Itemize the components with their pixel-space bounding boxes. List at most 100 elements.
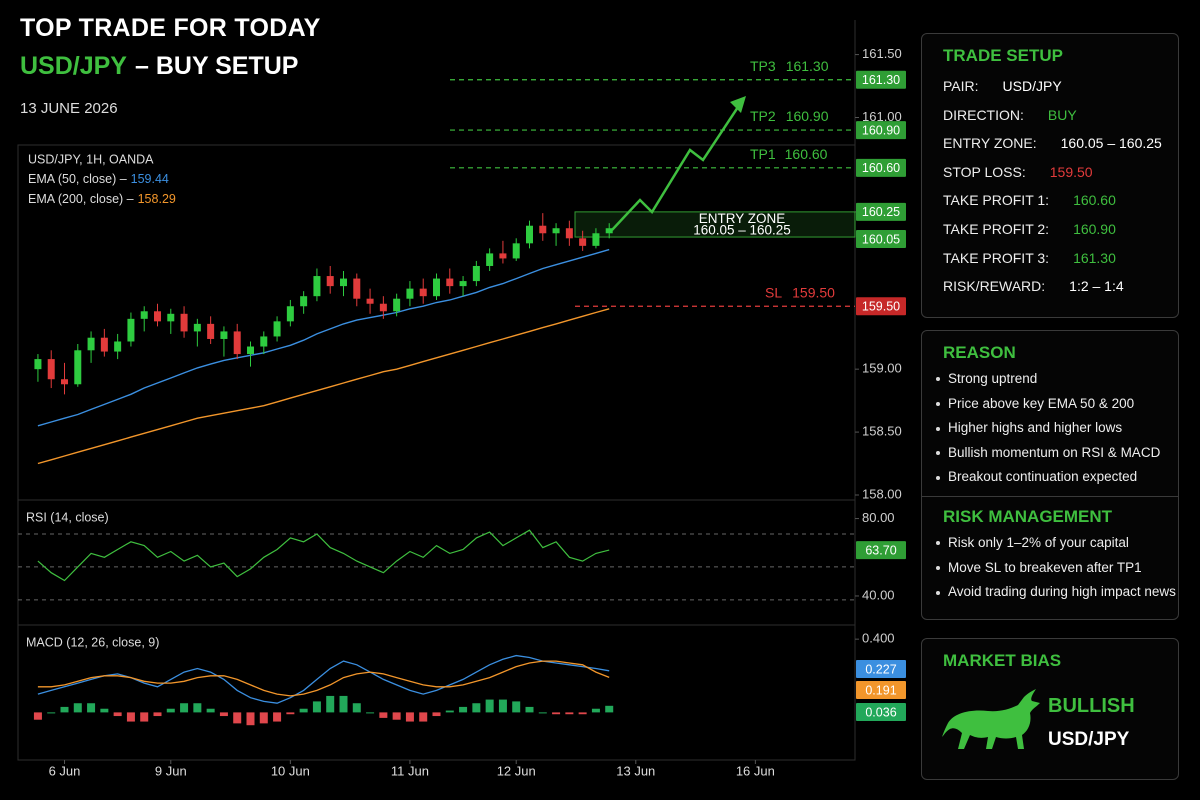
y-tick-label: 158.00: [862, 486, 902, 501]
bias-pair: USD/JPY: [1048, 729, 1130, 750]
y-tick-label: 0.400: [862, 631, 895, 646]
histogram-bar: [140, 712, 149, 722]
reason-list: Strong uptrend Price above key EMA 50 & 2…: [922, 367, 1178, 490]
level-axis-label-box: [856, 121, 906, 140]
candle-body: [247, 346, 254, 355]
level-label: TP2 160.90: [750, 108, 829, 124]
chart-title: RSI (14, close): [26, 510, 109, 524]
arrow-head: [730, 96, 746, 113]
y-tick-label: 40.00: [862, 587, 895, 602]
histogram-bar: [47, 712, 56, 714]
subtitle: USD/JPY – BUY SETUP: [20, 52, 298, 81]
level-axis-label-box: [856, 158, 906, 177]
x-tick-label: 6 Jun: [49, 763, 81, 778]
list-item: Risk only 1–2% of your capital: [936, 531, 1178, 556]
separator: [922, 495, 1178, 497]
histogram-bar: [100, 708, 109, 713]
candle-body: [167, 313, 175, 322]
candle-body: [273, 321, 281, 337]
x-tick-label: 11 Jun: [391, 763, 429, 778]
macd-line: [37, 654, 610, 704]
histogram-bar: [180, 703, 189, 713]
candle-body: [419, 288, 427, 297]
setup-value: 1:2 – 1:4: [1069, 278, 1124, 295]
last-value-label-box: [856, 541, 906, 560]
candle-body: [87, 337, 95, 351]
candle-body: [379, 303, 387, 312]
setup-label: TAKE PROFIT 2:: [943, 220, 1050, 237]
level-value: 159.50: [792, 284, 835, 300]
candle-body: [326, 276, 334, 287]
histogram-bar: [419, 712, 428, 722]
histogram-bar: [113, 712, 122, 717]
histogram-bar: [485, 699, 494, 713]
list-item: Strong uptrend: [936, 367, 1178, 392]
bullet: [936, 541, 940, 546]
bullet: [936, 566, 940, 570]
candle-body: [260, 336, 268, 347]
setup-row: STOP LOSS: 159.50: [943, 158, 1178, 187]
candle-body: [340, 278, 347, 287]
level-axis-label-box: [856, 297, 906, 316]
x-tick-label: 10 Jun: [271, 763, 310, 778]
histogram-bar: [286, 712, 295, 715]
level-axis-label: 161.30: [862, 73, 900, 87]
candle-body: [193, 323, 201, 332]
list-item: Price above key EMA 50 & 200: [936, 392, 1178, 417]
setup-value: 160.90: [1073, 220, 1116, 237]
histogram-bar: [246, 712, 255, 726]
entry-high-label: 160.25: [862, 205, 900, 219]
histogram-bar: [578, 712, 587, 715]
level-name: SL: [765, 284, 782, 300]
entry-high-label-box: [856, 202, 906, 221]
last-value-label-box: [856, 703, 906, 721]
setup-value: 159.50: [1049, 163, 1093, 180]
candle-body: [486, 253, 494, 266]
setup-label: DIRECTION:: [943, 106, 1024, 123]
setup-row: TAKE PROFIT 3: 161.30: [943, 244, 1178, 273]
legend-name: EMA (200, close) –: [28, 192, 134, 206]
level-label: TP3 161.30: [750, 57, 829, 73]
panel-title: RISK MANAGEMENT: [943, 506, 1113, 526]
setup-label: RISK/REWARD:: [943, 278, 1046, 295]
histogram-bar: [472, 703, 481, 713]
candle-body: [114, 341, 122, 352]
setup-row: ENTRY ZONE: 160.05 – 160.25: [943, 129, 1178, 158]
candle-body: [579, 238, 587, 246]
setup-rows: PAIR: USD/JPY DIRECTION: BUY ENTRY ZONE: 160.…: [922, 72, 1178, 301]
histogram-bar: [538, 712, 547, 714]
candle-body: [207, 323, 215, 339]
candle-body: [286, 306, 294, 322]
histogram-bar: [233, 712, 242, 724]
chart: 161.50 161.00 160.25 159.00 158.50 158.00 6 Ju…: [17, 20, 906, 778]
histogram-bar: [73, 703, 82, 713]
item-text: Risk only 1–2% of your capital: [948, 534, 1129, 550]
candle-body: [393, 298, 401, 312]
candle-body: [605, 228, 613, 234]
item-text: Breakout continuation expected: [948, 469, 1138, 485]
bullet: [936, 426, 940, 431]
candle-body: [499, 253, 507, 259]
histogram-bar: [312, 701, 321, 713]
market-bias-panel: MARKET BIAS BULLISH USD/JPY: [921, 638, 1179, 780]
level-axis-label: 160.90: [862, 123, 900, 137]
level-value: 160.60: [785, 146, 828, 162]
panel-title: REASON: [943, 343, 1016, 362]
candle-body: [592, 233, 600, 246]
level-name: TP2: [750, 108, 776, 124]
candle-body: [539, 225, 547, 234]
last-value-label-box: [856, 681, 906, 699]
level-axis-label-box: [856, 70, 906, 89]
histogram-bar: [552, 712, 561, 715]
bullet: [936, 377, 940, 382]
bias: BULLISH: [1048, 695, 1135, 717]
ema-line: [37, 308, 610, 465]
histogram-bar: [33, 712, 42, 720]
y-tick-label: 159.00: [862, 361, 902, 376]
rsi-line: [37, 529, 610, 582]
risk-list: Risk only 1–2% of your capital Move SL to…: [922, 531, 1178, 605]
histogram-bar: [459, 706, 468, 713]
histogram-bar: [432, 712, 441, 717]
histogram-bar: [87, 703, 96, 713]
setup-value: BUY: [1047, 106, 1077, 123]
